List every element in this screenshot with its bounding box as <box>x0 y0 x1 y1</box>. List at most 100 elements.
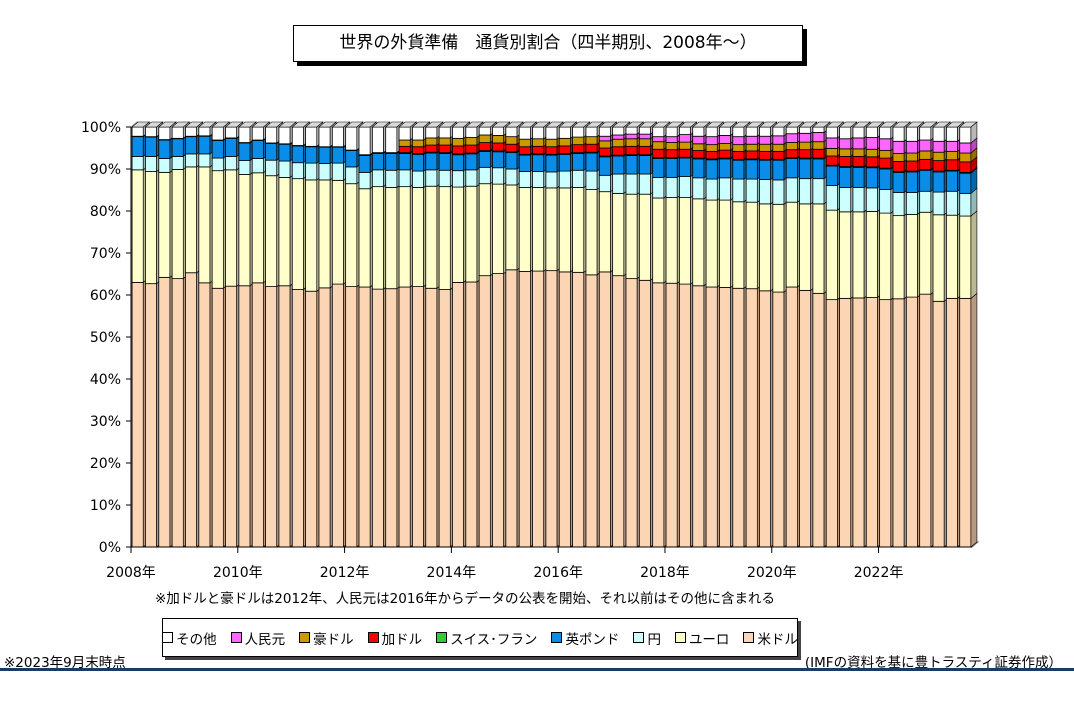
legend-swatch <box>436 632 448 643</box>
bar-segment-jpy <box>558 170 571 189</box>
bar-segment-eur <box>131 169 144 283</box>
bar-segment-other <box>638 126 651 135</box>
bar-segment-usd <box>652 282 665 548</box>
bar-segment-aud <box>799 141 812 151</box>
bar-segment-other <box>518 126 531 140</box>
bar-top <box>718 121 738 128</box>
bar-segment-gbp <box>211 140 224 159</box>
bar-top <box>772 121 791 128</box>
bar-top <box>758 121 778 128</box>
bar-segment-gbp <box>785 158 798 179</box>
bar-segment-gbp <box>945 170 958 192</box>
bar-segment-cad <box>398 145 411 154</box>
bar-segment-cad <box>959 161 972 173</box>
bar-top <box>651 121 671 128</box>
bar-segment-aud <box>692 143 705 151</box>
bar-segment-other <box>692 126 705 137</box>
legend-swatch <box>367 632 379 643</box>
bar-segment-other <box>799 126 812 134</box>
bar-segment-gbp <box>145 136 158 157</box>
bar-segment-other <box>185 126 198 137</box>
bar-segment-aud <box>879 150 892 159</box>
source-note: (IMFの資料を基に豊トラスティ証券作成） <box>804 655 1062 671</box>
bar-segment-gbp <box>892 171 905 193</box>
bar-segment-gbp <box>532 154 545 172</box>
bar-segment-gbp <box>719 158 732 179</box>
x-tick-label: 2012年 <box>320 565 370 581</box>
bar-segment-usd <box>692 285 705 548</box>
legend-label: 英ポンド <box>565 631 620 648</box>
bar-segment-jpy <box>799 178 812 205</box>
bar-segment-jpy <box>518 171 531 188</box>
bar-segment-aud <box>612 138 625 148</box>
bar-segment-usd <box>331 283 344 548</box>
bar-segment-eur <box>198 166 211 284</box>
bar-segment-other <box>678 126 692 135</box>
bar-segment-eur <box>345 183 358 287</box>
bar-top <box>371 121 391 128</box>
bar-segment-eur <box>358 188 371 288</box>
bar-segment-gbp <box>825 165 838 186</box>
bar-segment-cny <box>598 135 611 142</box>
bar-top <box>131 121 151 128</box>
bar-segment-aud <box>585 136 598 145</box>
legend-label: 加ドル <box>381 631 423 648</box>
bar-segment-cad <box>732 150 745 160</box>
bar-segment-gbp <box>305 146 318 164</box>
bar-segment-usd <box>278 285 291 548</box>
bar-top <box>518 121 538 128</box>
bar-top <box>905 121 925 128</box>
bar-segment-eur <box>799 203 812 291</box>
bar-segment-eur <box>865 211 878 298</box>
bar-segment-cny <box>705 136 718 146</box>
bar-top <box>331 121 351 128</box>
bar-segment-aud <box>598 140 611 149</box>
bar-segment-eur <box>772 203 785 293</box>
bar-segment-aud <box>411 139 425 148</box>
bar-segment-other <box>852 126 865 139</box>
bar-segment-other <box>905 126 918 142</box>
bar-segment-cad <box>799 149 812 159</box>
bar-segment-gbp <box>705 159 718 180</box>
bar-segment-other <box>785 126 798 135</box>
bar-segment-usd <box>251 282 264 548</box>
bar-segment-other <box>625 126 638 135</box>
bar-segment-other <box>358 126 371 156</box>
bar-segment-cad <box>865 156 878 168</box>
bar-segment-usd <box>265 286 278 548</box>
bar-segment-eur <box>919 211 932 295</box>
bar-segment-jpy <box>398 169 411 188</box>
bar-segment-cny <box>825 137 838 149</box>
bar-segment-cad <box>892 161 905 172</box>
bar-segment-usd <box>131 281 144 548</box>
bar-segment-eur <box>145 171 158 285</box>
bar-top <box>251 121 271 128</box>
bar-segment-cad <box>905 160 918 172</box>
bar-top <box>958 121 978 128</box>
legend-item-other: その他 <box>162 628 217 648</box>
bar-segment-eur <box>759 203 772 292</box>
bar-top <box>865 121 885 128</box>
bar-segment-gbp <box>385 153 398 171</box>
bar-segment-eur <box>425 185 438 289</box>
bar-segment-other <box>825 126 838 139</box>
bar-segment-eur <box>745 201 758 290</box>
bar-segment-aud <box>705 144 718 152</box>
bar-segment-other <box>745 126 758 137</box>
bar-segment-jpy <box>652 176 665 199</box>
bar-top <box>398 121 418 128</box>
legend-swatch <box>633 632 645 643</box>
bar-segment-usd <box>558 271 571 548</box>
bar-segment-gbp <box>131 136 144 157</box>
bar-segment-eur <box>572 187 585 273</box>
bar-segment-jpy <box>732 178 745 203</box>
bar-segment-cny <box>692 135 705 145</box>
bar-segment-cny <box>812 132 825 143</box>
bar-segment-eur <box>318 179 331 289</box>
bar-segment-usd <box>932 300 945 548</box>
bar-segment-cad <box>705 150 718 160</box>
bar-segment-other <box>318 126 331 148</box>
bar-segment-cny <box>665 136 678 143</box>
bar-segment-jpy <box>919 190 932 213</box>
bar-segment-aud <box>545 138 558 148</box>
